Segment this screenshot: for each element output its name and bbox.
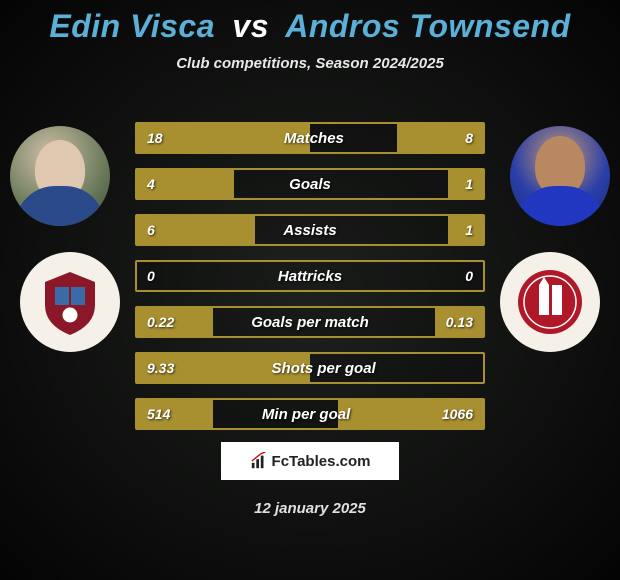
stats-table: 18Matches84Goals16Assists10Hattricks00.2… <box>135 122 485 444</box>
stat-row: 9.33Shots per goal <box>135 352 485 384</box>
stat-row: 0Hattricks0 <box>135 260 485 292</box>
stat-row: 0.22Goals per match0.13 <box>135 306 485 338</box>
stat-row: 18Matches8 <box>135 122 485 154</box>
stat-value-right: 1 <box>455 176 483 192</box>
stat-value-left: 514 <box>137 406 180 422</box>
stat-value-left: 0 <box>137 268 165 284</box>
stat-value-left: 18 <box>137 130 173 146</box>
player1-avatar <box>10 126 110 226</box>
stat-row: 4Goals1 <box>135 168 485 200</box>
comparison-title: Edin Visca vs Andros Townsend <box>0 0 620 45</box>
stat-row: 6Assists1 <box>135 214 485 246</box>
stat-value-right: 1066 <box>432 406 483 422</box>
club-crest-icon <box>515 267 585 337</box>
stat-value-right: 0.13 <box>436 314 483 330</box>
chart-icon <box>250 452 268 470</box>
stat-value-left: 9.33 <box>137 360 184 376</box>
player2-club-badge <box>500 252 600 352</box>
stat-value-right: 0 <box>455 268 483 284</box>
player2-name: Andros Townsend <box>285 8 570 44</box>
stat-value-left: 4 <box>137 176 165 192</box>
stat-row: 514Min per goal1066 <box>135 398 485 430</box>
stat-label: Matches <box>173 130 456 147</box>
stat-value-right: 1 <box>455 222 483 238</box>
stat-value-right: 8 <box>455 130 483 146</box>
club-crest-icon <box>35 267 105 337</box>
stat-label: Shots per goal <box>184 360 463 377</box>
site-logo: FcTables.com <box>221 442 399 480</box>
stat-value-left: 6 <box>137 222 165 238</box>
stat-value-left: 0.22 <box>137 314 184 330</box>
stat-label: Goals per match <box>184 314 436 331</box>
subtitle: Club competitions, Season 2024/2025 <box>0 55 620 72</box>
player2-avatar <box>510 126 610 226</box>
date-line: 12 january 2025 <box>0 500 620 517</box>
stat-label: Assists <box>165 222 455 239</box>
player1-club-badge <box>20 252 120 352</box>
stat-label: Goals <box>165 176 455 193</box>
stat-label: Hattricks <box>165 268 455 285</box>
vs-separator: vs <box>232 8 269 44</box>
stat-label: Min per goal <box>180 406 431 423</box>
logo-text: FcTables.com <box>272 453 371 470</box>
player1-name: Edin Visca <box>49 8 215 44</box>
